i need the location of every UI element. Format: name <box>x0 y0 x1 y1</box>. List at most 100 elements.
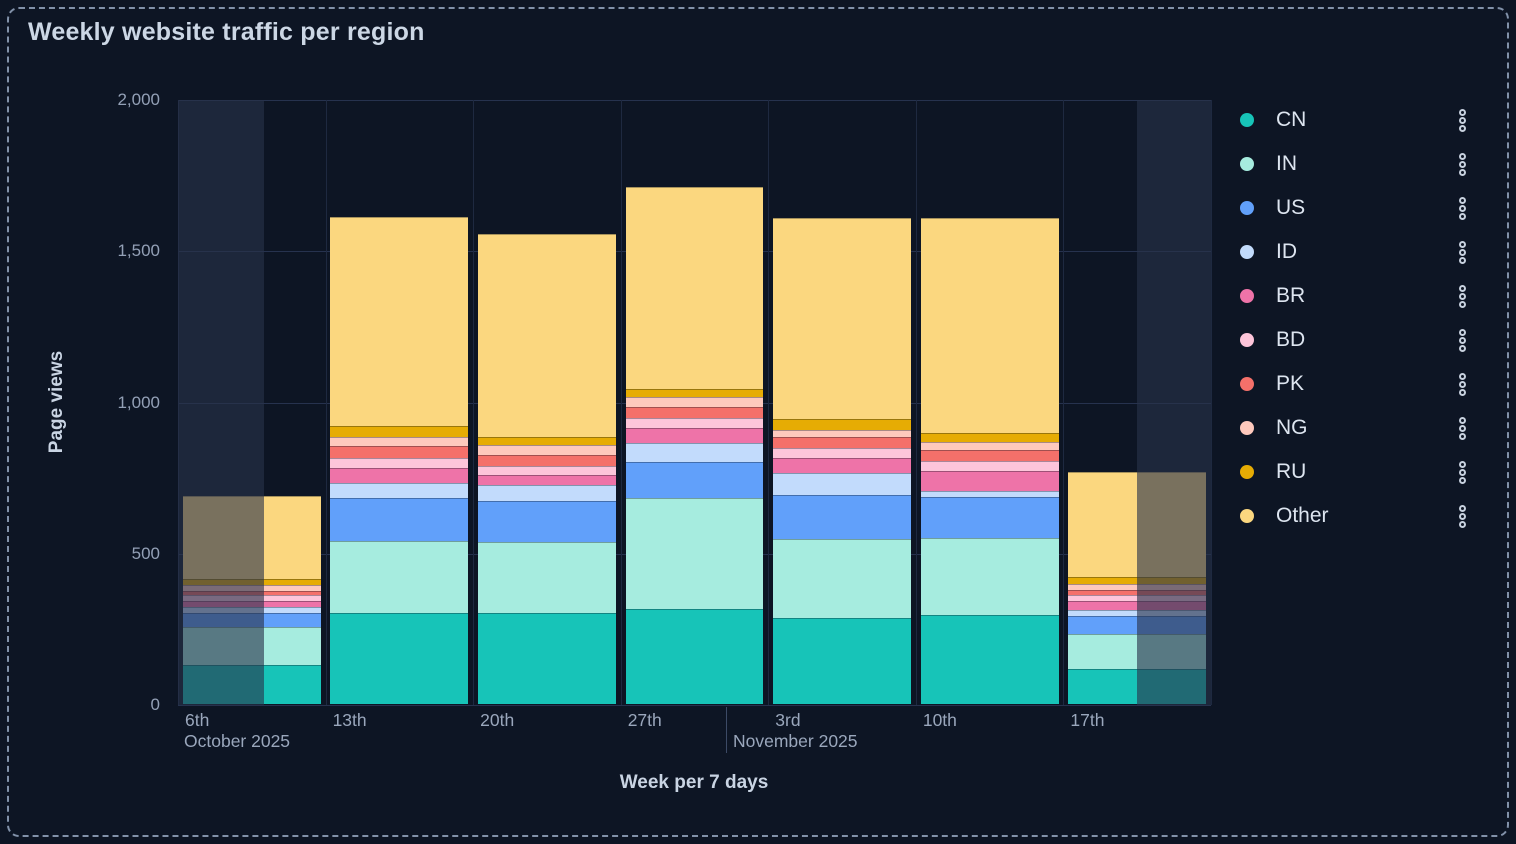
bar-segment-ID[interactable] <box>773 473 912 496</box>
y-tick-label: 500 <box>131 543 160 563</box>
bar-segment-NG[interactable] <box>477 445 616 456</box>
bar-segment-US[interactable] <box>477 501 616 543</box>
y-tick-label: 0 <box>150 695 160 714</box>
bar-segment-IN[interactable] <box>1068 634 1207 670</box>
bar-17th[interactable] <box>1068 472 1207 704</box>
kebab-menu-icon[interactable] <box>1457 459 1468 486</box>
legend-label: CN <box>1276 108 1307 131</box>
kebab-menu-icon[interactable] <box>1457 415 1468 442</box>
bar-segment-RU[interactable] <box>625 389 764 397</box>
legend-item-in[interactable]: IN <box>1240 142 1472 186</box>
bar-segment-IN[interactable] <box>330 540 469 614</box>
bar-segment-Other[interactable] <box>625 187 764 390</box>
bar-segment-ID[interactable] <box>625 442 764 463</box>
bar-segment-NG[interactable] <box>330 436 469 446</box>
bar-segment-Other[interactable] <box>773 217 912 419</box>
bar-segment-BR[interactable] <box>477 475 616 486</box>
bar-segment-Other[interactable] <box>1068 472 1207 577</box>
bar-segment-NG[interactable] <box>773 429 912 437</box>
bar-segment-US[interactable] <box>182 613 321 627</box>
bar-27th[interactable] <box>625 187 764 704</box>
legend-item-ru[interactable]: RU <box>1240 450 1472 494</box>
bar-segment-NG[interactable] <box>920 441 1059 450</box>
bar-segment-PK[interactable] <box>330 446 469 459</box>
bar-segment-RU[interactable] <box>1068 576 1207 585</box>
bar-segment-BD[interactable] <box>330 458 469 469</box>
bar-segment-ID[interactable] <box>920 490 1059 497</box>
bar-segment-RU[interactable] <box>920 433 1059 442</box>
y-tick-label: 1,500 <box>117 241 160 261</box>
kebab-menu-icon[interactable] <box>1457 151 1468 178</box>
bar-segment-RU[interactable] <box>330 425 469 437</box>
legend-label: ID <box>1276 240 1297 263</box>
bar-segment-IN[interactable] <box>182 626 321 665</box>
bar-segment-CN[interactable] <box>477 613 616 704</box>
bar-segment-IN[interactable] <box>773 539 912 618</box>
legend-item-other[interactable]: Other <box>1240 494 1472 538</box>
kebab-menu-icon[interactable] <box>1457 327 1468 354</box>
bar-segment-Other[interactable] <box>182 496 321 580</box>
bar-segment-ID[interactable] <box>330 483 469 499</box>
bar-segment-US[interactable] <box>920 496 1059 538</box>
bar-segment-CN[interactable] <box>625 608 764 704</box>
bar-segment-IN[interactable] <box>920 537 1059 615</box>
bar-20th[interactable] <box>477 234 616 704</box>
kebab-menu-icon[interactable] <box>1457 503 1468 530</box>
bar-segment-RU[interactable] <box>477 436 616 446</box>
bar-segment-BR[interactable] <box>625 427 764 443</box>
bar-segment-ID[interactable] <box>182 606 321 614</box>
bar-segment-CN[interactable] <box>1068 669 1207 704</box>
bar-10th[interactable] <box>920 217 1059 704</box>
bar-segment-BD[interactable] <box>773 448 912 459</box>
bar-segment-BD[interactable] <box>920 460 1059 471</box>
legend-item-ng[interactable]: NG <box>1240 406 1472 450</box>
kebab-menu-icon[interactable] <box>1457 283 1468 310</box>
bar-segment-IN[interactable] <box>625 498 764 609</box>
legend-item-us[interactable]: US <box>1240 186 1472 230</box>
bar-segment-US[interactable] <box>625 462 764 499</box>
bar-segment-CN[interactable] <box>330 613 469 704</box>
x-axis-title: Week per 7 days <box>619 772 769 793</box>
bar-segment-PK[interactable] <box>920 449 1059 461</box>
bar-segment-PK[interactable] <box>477 455 616 467</box>
bar-segment-BR[interactable] <box>330 468 469 484</box>
bar-segment-CN[interactable] <box>773 617 912 704</box>
bar-segment-IN[interactable] <box>477 542 616 614</box>
bar-segment-PK[interactable] <box>773 436 912 449</box>
legend-item-bd[interactable]: BD <box>1240 318 1472 362</box>
gridline-horizontal <box>178 100 1211 101</box>
bar-segment-BR[interactable] <box>920 470 1059 491</box>
y-axis-title: Page views <box>46 350 67 454</box>
legend-item-br[interactable]: BR <box>1240 274 1472 318</box>
kebab-menu-icon[interactable] <box>1457 195 1468 222</box>
legend-label: IN <box>1276 152 1297 175</box>
bar-segment-Other[interactable] <box>477 234 616 437</box>
bar-segment-BR[interactable] <box>773 458 912 474</box>
bar-segment-BR[interactable] <box>1068 601 1207 611</box>
legend-color-dot <box>1240 509 1254 523</box>
bar-segment-BD[interactable] <box>625 417 764 428</box>
kebab-menu-icon[interactable] <box>1457 239 1468 266</box>
bar-segment-Other[interactable] <box>330 217 469 426</box>
bar-segment-PK[interactable] <box>625 407 764 418</box>
bar-segment-CN[interactable] <box>920 614 1059 704</box>
bar-segment-US[interactable] <box>330 498 469 541</box>
legend-item-pk[interactable]: PK <box>1240 362 1472 406</box>
kebab-menu-icon[interactable] <box>1457 107 1468 134</box>
legend-item-cn[interactable]: CN <box>1240 98 1472 142</box>
bar-segment-CN[interactable] <box>182 664 321 704</box>
gridline-vertical <box>178 100 179 705</box>
bar-segment-US[interactable] <box>1068 616 1207 635</box>
bar-segment-NG[interactable] <box>625 396 764 407</box>
legend-item-id[interactable]: ID <box>1240 230 1472 274</box>
bar-segment-RU[interactable] <box>773 418 912 430</box>
kebab-menu-icon[interactable] <box>1457 371 1468 398</box>
bar-3rd[interactable] <box>773 217 912 704</box>
bar-segment-ID[interactable] <box>477 485 616 502</box>
bar-6th[interactable] <box>182 496 321 704</box>
bar-13th[interactable] <box>330 217 469 704</box>
bar-segment-Other[interactable] <box>920 217 1059 434</box>
y-tick-label: 2,000 <box>117 90 160 109</box>
bar-segment-BD[interactable] <box>477 466 616 476</box>
bar-segment-US[interactable] <box>773 495 912 540</box>
